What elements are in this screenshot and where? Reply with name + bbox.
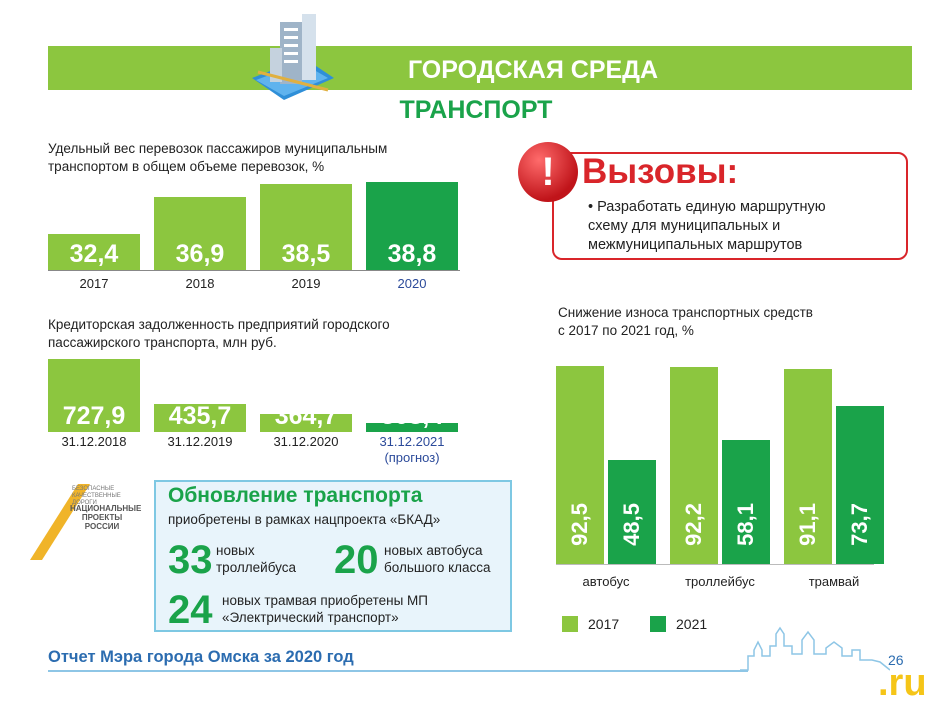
logo-text: ПРОЕКТЫ [81, 513, 123, 522]
chart-wear-caption: Снижение износа транспортных средств с 2… [558, 304, 878, 340]
challenge-line: межмуниципальных маршрутов [588, 237, 803, 253]
bar-value-label: 92,5 [567, 503, 592, 546]
bar-passengers: 36,9 [154, 197, 246, 270]
x-tick-label: 31.12.2021 [379, 434, 445, 449]
update-title: Обновление транспорта [168, 484, 423, 507]
footer-title: Отчет Мэра города Омска за 2020 год [48, 648, 354, 666]
update-subtitle: приобретены в рамках нацпроекта «БКАД» [168, 512, 441, 527]
bar-value-label: 32,4 [69, 239, 119, 268]
tram-text: новых трамвая приобретены МП «Электричес… [222, 592, 428, 626]
text-line: «Электрический транспорт» [222, 610, 399, 625]
bar-value-label: 435,7 [168, 401, 232, 430]
bar-wear: 48,5 [608, 460, 656, 564]
bar-value-label: 73,7 [847, 503, 872, 546]
text-line: новых [216, 543, 255, 558]
bus-text: новых автобуса большого класса [384, 542, 491, 576]
chart-passengers: 32,4 2017 36,9 2018 38,5 2019 38,8 2020 [48, 172, 460, 302]
x-axis [556, 564, 874, 565]
exclamation-icon: ! [518, 142, 578, 202]
header-banner [48, 46, 912, 90]
chart-wear: 92,5 48,5 автобус 92,2 58,1 троллейбус 91,1 73,… [556, 350, 886, 640]
watermark: .ru [878, 662, 927, 704]
legend-swatch [650, 616, 666, 632]
caption-line: Удельный вес перевозок пассажиров муници… [48, 141, 388, 156]
challenge-line: • Разработать единую маршрутную [588, 199, 826, 215]
text-line: троллейбуса [216, 560, 296, 575]
x-tick-note: (прогноз) [384, 450, 440, 465]
bar-debt: 364,7 [260, 402, 352, 432]
page-number: 26 [888, 652, 904, 668]
logo-text: РОССИИ [84, 522, 120, 531]
legend-label: 2021 [676, 616, 708, 632]
bar-value-label: 727,9 [62, 401, 126, 430]
footer-divider [48, 670, 748, 672]
caption-line: Снижение износа транспортных средств [558, 305, 813, 320]
x-axis [48, 270, 460, 271]
city-skyline-icon [740, 612, 891, 672]
challenges-box [552, 152, 908, 260]
bar-value-label: 308,4 [380, 401, 444, 430]
bar-passengers: 38,5 [260, 184, 352, 270]
bar-wear: 92,5 [556, 366, 604, 564]
challenge-line: схему для муниципальных и [588, 218, 781, 234]
x-tick-label: 2018 [185, 276, 215, 291]
x-tick-label: автобус [582, 574, 630, 589]
city-building-icon [244, 8, 340, 104]
tram-count: 24 [168, 588, 213, 632]
bus-count: 20 [334, 538, 379, 582]
x-tick-label: 31.12.2018 [61, 434, 127, 449]
bar-wear: 91,1 [784, 369, 832, 564]
caption-line: с 2017 по 2021 год, % [558, 323, 694, 338]
trolleybus-text: новых троллейбуса [216, 542, 296, 576]
chart-passengers-caption: Удельный вес перевозок пассажиров муници… [48, 140, 468, 176]
text-line: новых автобуса [384, 543, 483, 558]
bar-value-label: 38,8 [387, 239, 437, 268]
bar-value-label: 48,5 [619, 503, 644, 546]
bar-value-label: 364,7 [274, 401, 338, 430]
x-tick-label: 31.12.2020 [273, 434, 339, 449]
bar-wear: 58,1 [722, 439, 770, 564]
bar-debt: 727,9 [48, 358, 140, 432]
section-title: ГОРОДСКАЯ СРЕДА [407, 56, 659, 84]
bar-wear: 73,7 [836, 406, 884, 564]
national-projects-logo: БЕЗОПАСНЫЕ КАЧЕСТВЕННЫЕ ДОРОГИ НАЦИОНАЛЬ… [30, 482, 142, 562]
x-tick-label: троллейбус [685, 574, 755, 589]
caption-line: Кредиторская задолженность предприятий г… [48, 317, 390, 332]
legend-label: 2017 [588, 616, 620, 632]
challenges-text: • Разработать единую маршрутную схему дл… [588, 198, 888, 255]
x-tick-label: 2020 [397, 276, 427, 291]
logo-text: НАЦИОНАЛЬНЫЕ [70, 504, 142, 513]
x-tick-label: 2017 [79, 276, 109, 291]
bar-passengers: 38,8 [366, 181, 458, 270]
text-line: большого класса [384, 560, 491, 575]
bar-value-label: 38,5 [281, 240, 331, 268]
caption-line: пассажирского транспорта, млн руб. [48, 335, 277, 350]
trolleybus-count: 33 [168, 538, 213, 582]
logo-text: КАЧЕСТВЕННЫЕ ДОРОГИ [72, 493, 121, 506]
bar-passengers: 32,4 [48, 234, 140, 270]
caption-line: транспортом в общем объеме перевозок, % [48, 159, 325, 174]
bar-value-label: 58,1 [733, 503, 758, 546]
update-box [154, 480, 512, 632]
bar-value-label: 91,1 [795, 503, 820, 546]
bar-debt: 308,4 [366, 402, 458, 432]
logo-text: БЕЗОПАСНЫЕ [72, 486, 115, 492]
text-line: новых трамвая приобретены МП [222, 593, 428, 608]
chart-debt: 727,9 31.12.2018 435,7 31.12.2019 364,7 31.12… [48, 354, 460, 472]
chart-debt-caption: Кредиторская задолженность предприятий г… [48, 316, 468, 352]
bar-wear: 92,2 [670, 366, 718, 564]
x-tick-label: 31.12.2019 [167, 434, 233, 449]
challenges-title: Вызовы: [582, 152, 739, 191]
section-subtitle: ТРАНСПОРТ [399, 96, 553, 124]
x-tick-label: трамвай [808, 574, 860, 589]
x-tick-label: 2019 [291, 276, 321, 291]
legend-swatch [562, 616, 578, 632]
bar-value-label: 92,2 [681, 503, 706, 546]
bar-debt: 435,7 [154, 401, 246, 432]
bar-value-label: 36,9 [175, 239, 225, 268]
